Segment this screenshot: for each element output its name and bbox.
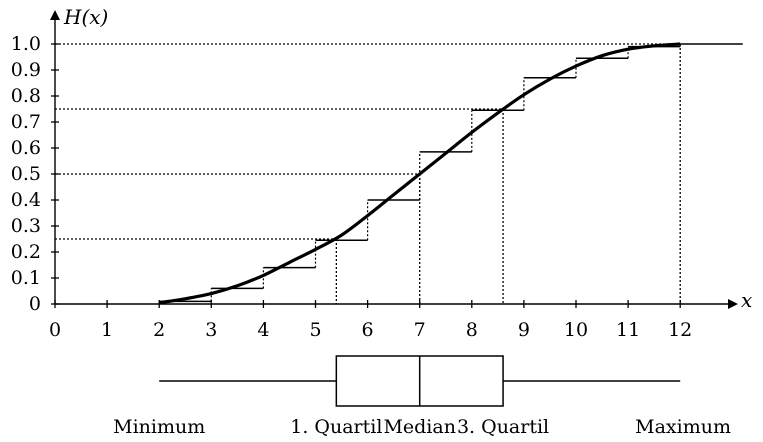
label-q1: 1. Quartil: [290, 416, 382, 438]
x-tick-label: 7: [414, 319, 426, 341]
x-tick-label: 12: [668, 319, 692, 341]
x-tick-label: 11: [616, 319, 640, 341]
y-tick-label: 0.7: [11, 111, 41, 133]
reference-lines: [55, 43, 681, 304]
x-tick-label: 5: [309, 319, 321, 341]
x-axis-arrow: [728, 299, 738, 309]
x-axis-title: x: [741, 288, 752, 312]
x-tick-label: 1: [101, 319, 113, 341]
x-ticks: 0 1 2 3 4 5 6 7 8 9 10 11 12: [49, 300, 692, 341]
x-tick-label: 0: [49, 319, 61, 341]
x-tick-label: 4: [257, 319, 269, 341]
axes: [50, 10, 738, 309]
y-tick-label: 0.4: [11, 189, 41, 211]
x-tick-label: 2: [153, 319, 165, 341]
y-axis-title: H(x): [63, 5, 108, 29]
step-function: [159, 43, 743, 303]
y-tick-label: 0.2: [11, 241, 41, 263]
label-maximum: Maximum: [635, 416, 731, 438]
y-tick-label: 0.5: [11, 163, 41, 185]
y-tick-label: 0.3: [11, 215, 41, 237]
label-q3: 3. Quartil: [457, 416, 549, 438]
y-tick-label: 1.0: [11, 33, 41, 55]
boxplot-labels: Minimum 1. Quartil Median 3. Quartil Maximum: [113, 416, 731, 438]
x-tick-label: 9: [518, 319, 530, 341]
y-axis-arrow: [50, 10, 60, 20]
boxplot: [159, 355, 681, 407]
x-tick-label: 10: [564, 319, 588, 341]
y-ticks: 0 0.1 0.2 0.3 0.4 0.5 0.6 0.7 0.8 0.9 1.0: [11, 33, 59, 315]
x-tick-label: 3: [205, 319, 217, 341]
x-tick-label: 8: [466, 319, 478, 341]
label-median: Median: [383, 416, 456, 438]
y-tick-label: 0.6: [11, 137, 41, 159]
smooth-cdf-curve: [158, 42, 681, 305]
y-tick-label: 0.8: [11, 85, 41, 107]
y-tick-label: 0.9: [11, 59, 41, 81]
y-tick-label: 0.1: [11, 267, 41, 289]
x-tick-label: 6: [362, 319, 374, 341]
y-tick-label: 0: [29, 293, 41, 315]
label-minimum: Minimum: [113, 416, 205, 438]
